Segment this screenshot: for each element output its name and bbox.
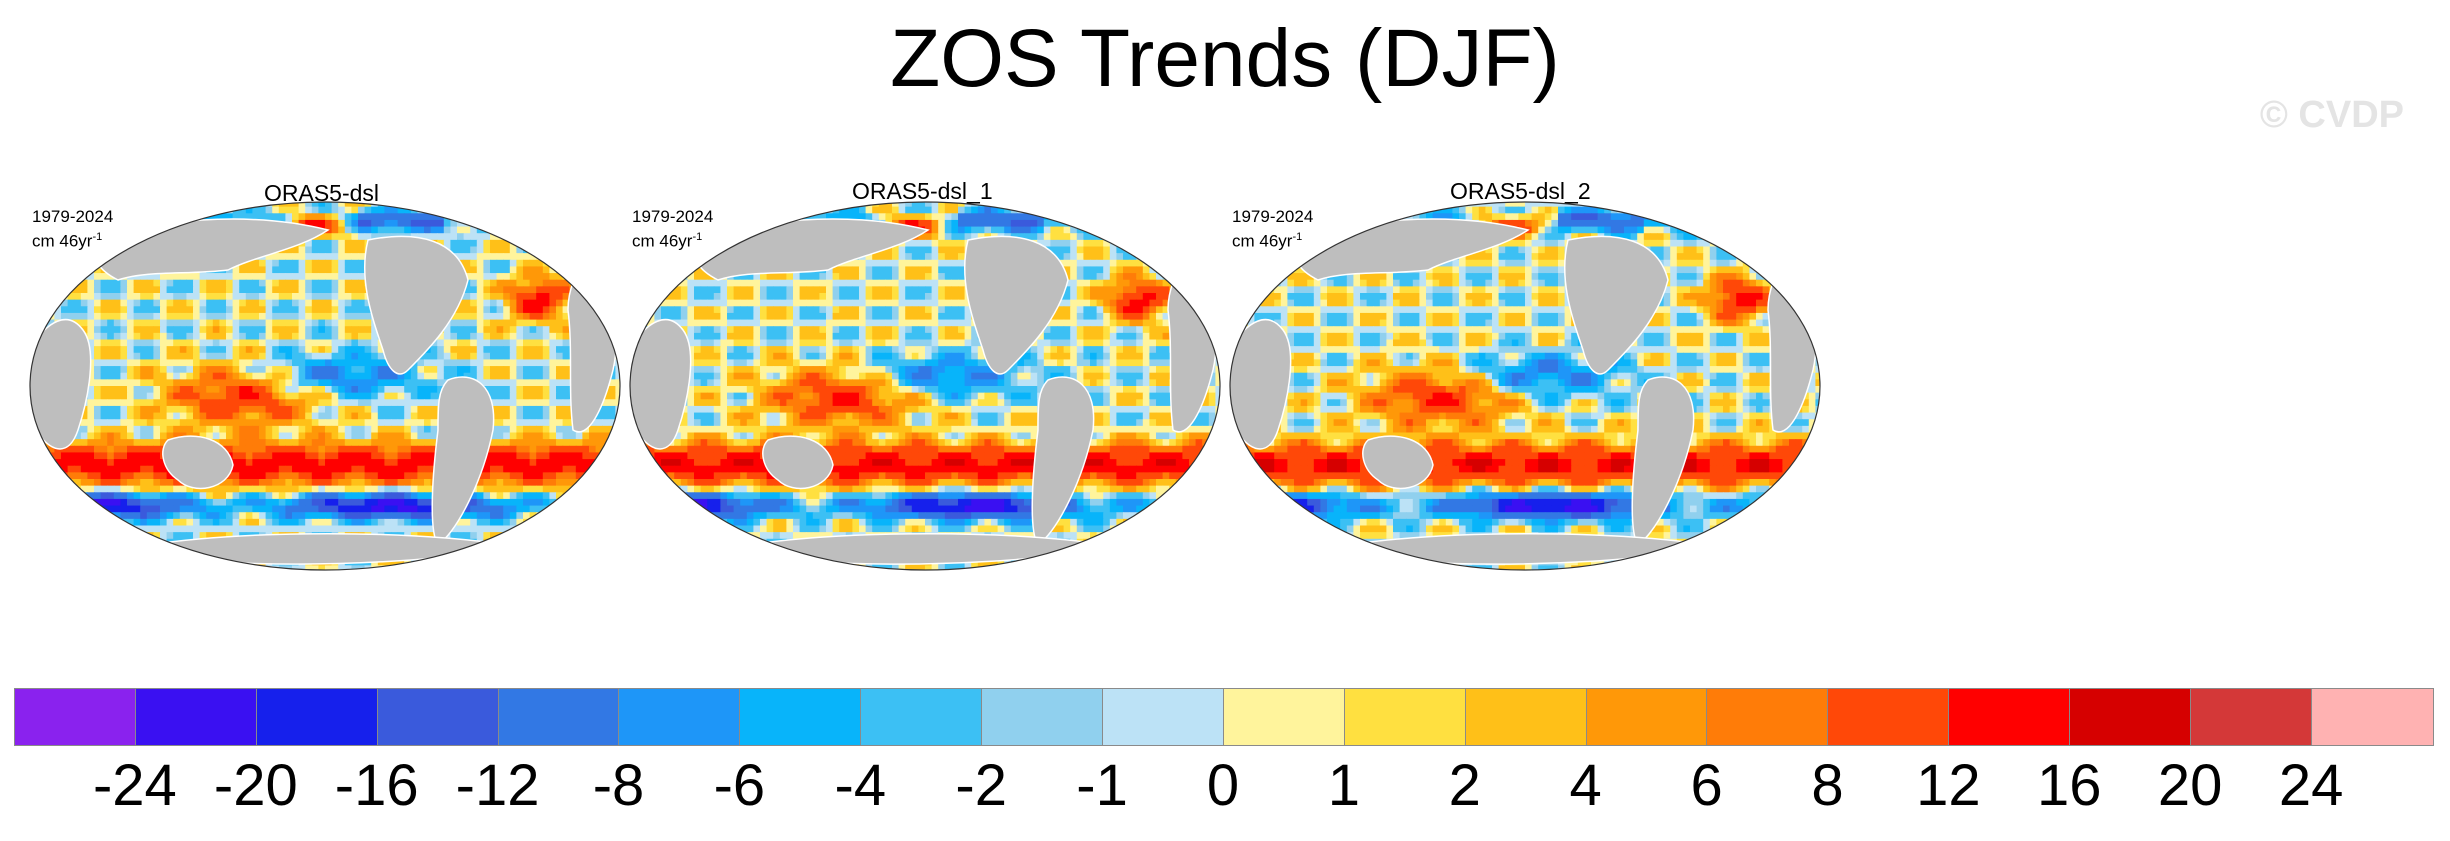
colorbar-tick-label: -24 [92,753,177,818]
cvdp-watermark: © CVDP [2259,94,2404,136]
colorbar-swatch-1 [135,689,257,745]
panel-2-period: 1979-2024 [632,207,714,226]
figure-title: ZOS Trends (DJF) [890,13,1560,104]
colorbar-tick-label: 12 [1916,753,1981,818]
colorbar-swatch-3 [377,689,499,745]
panel-2-map [629,201,1221,571]
colorbar-swatch-6 [740,689,862,745]
colorbar-swatch-14 [1707,689,1829,745]
panel-1-map [29,201,621,571]
colorbar-tick-label: 6 [1690,753,1723,818]
panel-3-period: 1979-2024 [1232,207,1314,226]
panel-3-map [1229,201,1821,571]
colorbar-swatch-16 [1949,689,2071,745]
colorbar-swatch-7 [861,689,983,745]
colorbar-tick-label: 24 [2278,753,2344,818]
colorbar [14,688,2434,746]
colorbar-tick-label: -2 [955,753,1007,818]
colorbar-swatch-4 [498,689,620,745]
colorbar-tick-label: -6 [713,753,766,818]
panel-2-period-block: 1979-2024 cm 46yr-1 [632,206,713,252]
colorbar-tick-label: 8 [1811,753,1844,818]
panel-1-period-block: 1979-2024 cm 46yr-1 [32,206,113,252]
panel-1-period: 1979-2024 [32,207,114,226]
colorbar-tick-label: 20 [2157,753,2223,818]
colorbar-tick-label: 0 [1206,753,1240,818]
panel-3-units: cm 46yr-1 [1232,231,1303,251]
colorbar-swatch-15 [1828,689,1950,745]
colorbar-tick-label: -4 [834,753,887,818]
colorbar-swatch-19 [2311,689,2433,745]
colorbar-swatch-8 [982,689,1104,745]
colorbar-tick-label: -8 [592,753,645,818]
panel-3-period-block: 1979-2024 cm 46yr-1 [1232,206,1313,252]
colorbar-swatch-17 [2070,689,2192,745]
colorbar-tick-label: 4 [1569,753,1602,818]
panel-3-label: ORAS5-dsl_2 [1450,178,1591,204]
colorbar-tick-label: -1 [1076,753,1128,818]
colorbar-swatch-0 [15,689,136,745]
colorbar-tick-label: -20 [213,753,298,818]
colorbar-swatch-5 [619,689,741,745]
colorbar-tick-label: 16 [2037,753,2102,818]
colorbar-swatch-18 [2191,689,2312,745]
colorbar-tick-label: 1 [1327,753,1361,818]
colorbar-tick-label: -16 [334,753,419,818]
panel-2-label: ORAS5-dsl_1 [852,178,993,204]
colorbar-swatch-2 [256,689,378,745]
panel-2-units: cm 46yr-1 [632,231,703,251]
colorbar-tick-label: -12 [455,753,540,818]
colorbar-swatch-9 [1103,689,1224,745]
colorbar-swatch-10 [1223,689,1345,745]
colorbar-swatch-12 [1465,689,1587,745]
colorbar-tick-labels: -24 -20 -16 -12 -8 -6 -4 -2 -1 0 1 2 4 6 8 12 16 20 24 [14,752,2432,822]
colorbar-swatch-11 [1344,689,1466,745]
panel-1-units: cm 46yr-1 [32,231,103,251]
colorbar-swatch-13 [1586,689,1708,745]
colorbar-tick-label: 2 [1448,753,1481,818]
